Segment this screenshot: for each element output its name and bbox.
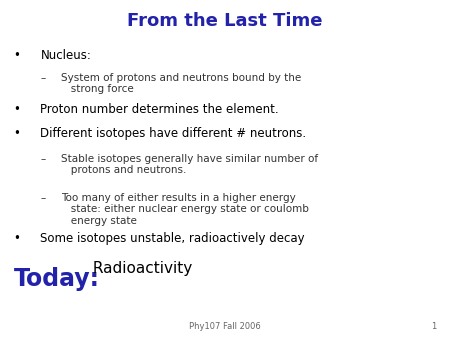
Text: Today:: Today: <box>14 267 99 291</box>
Text: •: • <box>14 232 20 244</box>
Text: •: • <box>14 49 20 62</box>
Text: –: – <box>40 154 46 164</box>
Text: Stable isotopes generally have similar number of
   protons and neutrons.: Stable isotopes generally have similar n… <box>61 154 318 175</box>
Text: Radioactivity: Radioactivity <box>88 261 192 276</box>
Text: Some isotopes unstable, radioactively decay: Some isotopes unstable, radioactively de… <box>40 232 305 244</box>
Text: Different isotopes have different # neutrons.: Different isotopes have different # neut… <box>40 127 306 140</box>
Text: –: – <box>40 73 46 83</box>
Text: Proton number determines the element.: Proton number determines the element. <box>40 103 279 116</box>
Text: Phy107 Fall 2006: Phy107 Fall 2006 <box>189 322 261 331</box>
Text: Too many of either results in a higher energy
   state: either nuclear energy st: Too many of either results in a higher e… <box>61 193 309 226</box>
Text: From the Last Time: From the Last Time <box>127 12 323 30</box>
Text: –: – <box>40 193 46 203</box>
Text: Nucleus:: Nucleus: <box>40 49 91 62</box>
Text: System of protons and neutrons bound by the
   strong force: System of protons and neutrons bound by … <box>61 73 301 94</box>
Text: 1: 1 <box>431 322 436 331</box>
Text: •: • <box>14 127 20 140</box>
Text: •: • <box>14 103 20 116</box>
